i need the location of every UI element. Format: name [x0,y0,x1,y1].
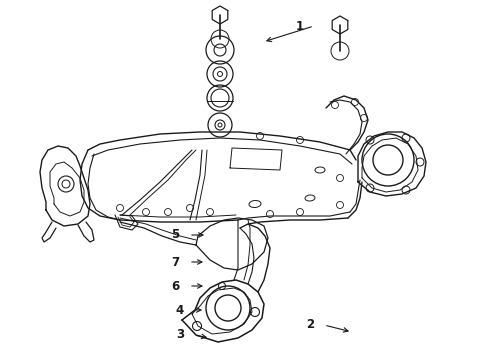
Text: 5: 5 [170,229,179,242]
Text: 2: 2 [305,319,313,332]
Text: 1: 1 [295,19,304,32]
Text: 3: 3 [176,328,183,342]
Text: 4: 4 [176,303,184,316]
Text: 7: 7 [171,256,179,269]
Text: 6: 6 [170,279,179,292]
